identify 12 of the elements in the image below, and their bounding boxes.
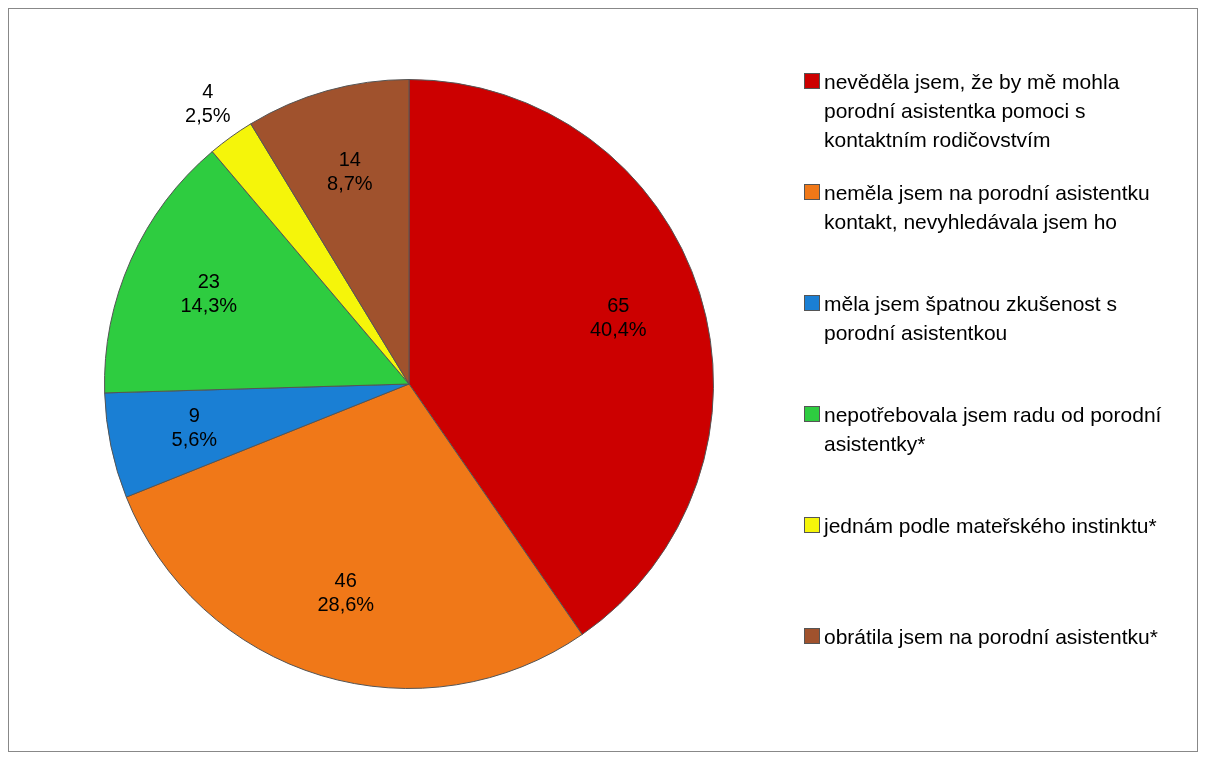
data-label: 9 5,6%	[171, 404, 218, 451]
legend-label: nevěděla jsem, že by mě mohla porodní asistentka pomoci s kontaktním rodičovstvím	[824, 69, 1121, 153]
legend-label: nepotřebovala jsem radu od porodní asistentky*	[824, 402, 1163, 457]
data-label: 65 40,4%	[589, 294, 647, 341]
legend-label: neměla jsem na porodní asistentku kontakt, nevyhledávala jsem ho	[824, 180, 1151, 235]
data-label: 4 2,5%	[185, 80, 231, 127]
data-label: 23 14,3%	[180, 270, 238, 317]
data-label: 14 8,7%	[327, 148, 373, 195]
legend-label: obrátila jsem na porodní asistentku*	[824, 624, 1158, 650]
legend-label: jednám podle mateřského instinktu*	[824, 513, 1157, 539]
data-label: 46 28,6%	[317, 569, 375, 616]
legend-label: měla jsem špatnou zkušenost s porodní asistentkou	[824, 291, 1118, 346]
